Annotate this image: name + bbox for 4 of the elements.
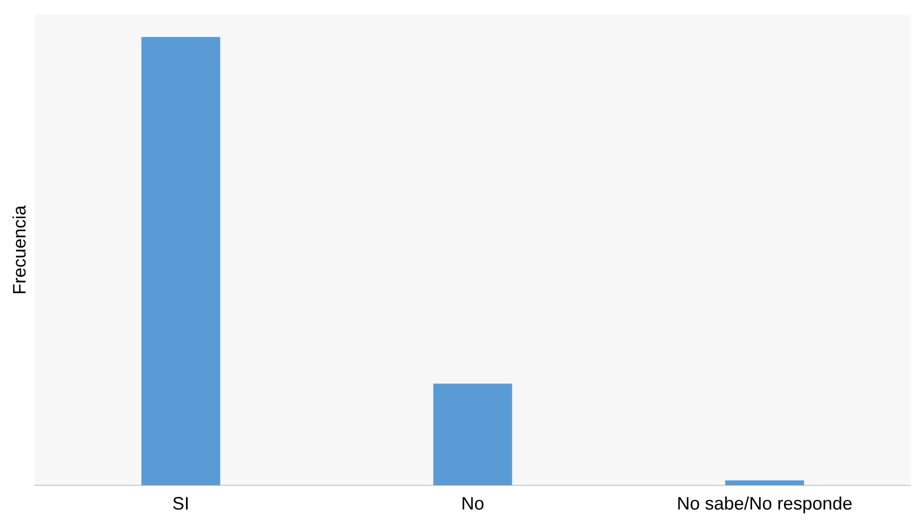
x-tick-label: No <box>462 497 484 510</box>
x-tick-label: No sabe/No responde <box>678 496 852 514</box>
x-tick-label: SI <box>173 496 188 510</box>
y-axis-title: Frecuencia <box>12 205 26 294</box>
